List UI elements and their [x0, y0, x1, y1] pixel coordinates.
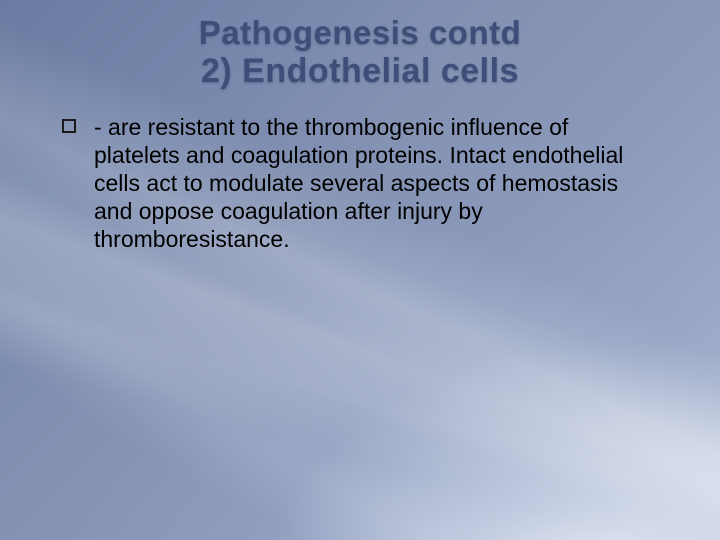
- title-line-1: Pathogenesis contd: [50, 14, 670, 52]
- slide: Pathogenesis contd 2) Endothelial cells …: [0, 0, 720, 540]
- slide-title: Pathogenesis contd 2) Endothelial cells: [50, 14, 670, 91]
- bullet-row: - are resistant to the thrombogenic infl…: [50, 113, 670, 253]
- hollow-square-bullet-icon: [62, 119, 76, 133]
- body-paragraph: - are resistant to the thrombogenic infl…: [94, 113, 642, 253]
- title-line-2: 2) Endothelial cells: [50, 52, 670, 91]
